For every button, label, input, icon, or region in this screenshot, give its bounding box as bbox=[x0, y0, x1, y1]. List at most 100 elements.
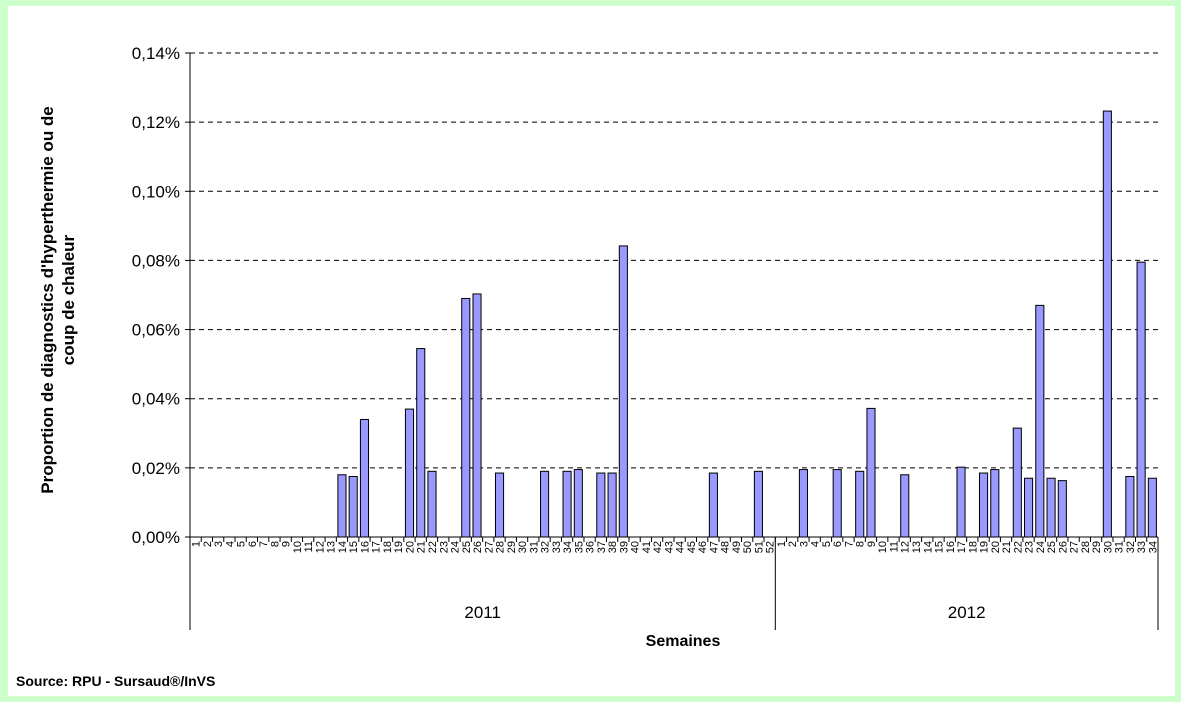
x-tick-label: 35 bbox=[573, 541, 585, 553]
x-tick-label: 33 bbox=[551, 541, 563, 553]
x-tick-label: 3 bbox=[798, 541, 810, 547]
bar bbox=[1024, 477, 1034, 538]
x-tick-label: 22 bbox=[1012, 541, 1024, 553]
bar bbox=[900, 474, 910, 538]
x-tick-label: 26 bbox=[472, 541, 484, 553]
x-tick-label: 41 bbox=[641, 541, 653, 553]
x-tick-label: 11 bbox=[888, 541, 900, 552]
bar bbox=[978, 472, 989, 538]
x-tick-label: 28 bbox=[495, 541, 507, 553]
x-tick-label: 49 bbox=[731, 541, 743, 553]
bar bbox=[494, 472, 505, 538]
x-tick-label: 43 bbox=[663, 541, 675, 553]
y-axis-label-line: Proportion de diagnostics d'hyperthermie… bbox=[38, 106, 57, 494]
x-tick-label: 1 bbox=[191, 541, 203, 547]
x-tick-label: 22 bbox=[427, 541, 439, 553]
bar bbox=[1046, 477, 1056, 538]
y-axis-label-line: coup de chaleur bbox=[59, 234, 78, 365]
y-tick-label: 0,00% bbox=[132, 528, 180, 547]
bar bbox=[956, 466, 966, 538]
x-tick-label: 17 bbox=[371, 541, 383, 553]
x-tick-label: 13 bbox=[911, 541, 923, 553]
x-tick-label: 6 bbox=[832, 541, 844, 547]
x-tick-label: 13 bbox=[326, 541, 338, 553]
bar bbox=[348, 476, 358, 538]
x-tick-label: 52 bbox=[765, 541, 777, 553]
x-tick-label: 18 bbox=[382, 541, 394, 553]
bar bbox=[1012, 427, 1022, 538]
x-tick-label: 19 bbox=[979, 541, 991, 553]
x-tick-label: 23 bbox=[438, 541, 450, 553]
y-tick-label: 0,04% bbox=[132, 390, 180, 409]
x-tick-label: 27 bbox=[1069, 541, 1081, 553]
bar bbox=[708, 472, 718, 538]
x-tick-label: 28 bbox=[1080, 541, 1092, 553]
bar bbox=[1125, 476, 1135, 538]
bar bbox=[855, 470, 865, 538]
x-tick-label: 31 bbox=[528, 541, 540, 553]
x-tick-label: 20 bbox=[990, 541, 1002, 553]
x-tick-label: 16 bbox=[945, 541, 957, 553]
x-tick-label: 14 bbox=[922, 541, 934, 553]
x-tick-label: 42 bbox=[652, 541, 664, 553]
axes bbox=[185, 52, 1159, 630]
x-tick-label: 40 bbox=[630, 541, 642, 553]
y-tick-labels: 0,00% 0,02% 0,04% 0,06% 0,08% 0,10% 0,12% 0,14% bbox=[132, 44, 180, 547]
x-tick-label: 7 bbox=[843, 541, 855, 547]
source-note: Source: RPU - Sursaud®/InVS bbox=[16, 673, 216, 689]
x-tick-label: 25 bbox=[1046, 541, 1058, 553]
x-tick-label: 51 bbox=[753, 541, 765, 553]
x-tick-label: 19 bbox=[393, 541, 405, 553]
x-tick-label: 16 bbox=[359, 541, 371, 553]
x-tick-label: 10 bbox=[292, 541, 304, 553]
bar bbox=[416, 348, 426, 538]
x-tick-label: 15 bbox=[934, 541, 946, 553]
x-tick-label: 37 bbox=[596, 541, 608, 553]
x-tick-label: 21 bbox=[416, 541, 428, 553]
year-group-labels: 2011 2012 bbox=[464, 603, 985, 622]
x-tick-label: 12 bbox=[900, 541, 912, 553]
bar bbox=[540, 470, 550, 538]
x-tick-label: 17 bbox=[956, 541, 968, 553]
y-tick-label: 0,12% bbox=[132, 113, 180, 132]
x-tick-label: 1 bbox=[776, 541, 788, 547]
x-tick-label: 18 bbox=[967, 541, 979, 553]
x-tick-label: 23 bbox=[1024, 541, 1036, 553]
bar bbox=[337, 474, 347, 538]
bar bbox=[607, 472, 617, 538]
x-tick-label: 9 bbox=[281, 541, 293, 547]
x-tick-label: 39 bbox=[618, 541, 630, 553]
x-tick-label: 2 bbox=[787, 541, 799, 547]
x-tick-label: 47 bbox=[708, 541, 720, 553]
x-tick-label: 29 bbox=[506, 541, 518, 553]
x-tick-label: 44 bbox=[675, 541, 687, 553]
x-tick-label: 34 bbox=[562, 541, 574, 553]
bar bbox=[359, 418, 370, 538]
x-tick-label: 5 bbox=[236, 541, 248, 547]
bar bbox=[1136, 261, 1146, 538]
y-tick-label: 0,10% bbox=[132, 182, 180, 201]
x-tick-label: 32 bbox=[1125, 541, 1137, 553]
bar bbox=[990, 469, 1000, 538]
x-tick-label: 27 bbox=[483, 541, 495, 553]
x-tick-label: 36 bbox=[585, 541, 597, 553]
x-tick-label: 29 bbox=[1091, 541, 1103, 553]
bar bbox=[427, 470, 437, 538]
bar bbox=[618, 245, 628, 538]
bar bbox=[596, 472, 606, 538]
year-label: 2011 bbox=[464, 603, 501, 622]
x-tick-label: 15 bbox=[348, 541, 360, 553]
bar bbox=[404, 408, 415, 538]
x-tick-label: 4 bbox=[224, 541, 236, 547]
x-tick-label: 14 bbox=[337, 541, 349, 553]
x-tick-label: 9 bbox=[866, 541, 878, 547]
x-tick-label: 30 bbox=[517, 541, 529, 553]
x-tick-label: 32 bbox=[540, 541, 552, 553]
bar bbox=[1102, 110, 1112, 538]
x-tick-label: 45 bbox=[686, 541, 698, 553]
bars bbox=[337, 110, 1157, 538]
bar bbox=[472, 293, 482, 538]
x-tick-label: 20 bbox=[404, 541, 416, 553]
x-tick-labels: 1 2 3 4 5 6 7 8 9 10 11 12 13 14 15 16 17 18 19 20 21 22 23 24 2… bbox=[191, 541, 1160, 553]
x-axis-label: Semaines bbox=[646, 633, 721, 650]
